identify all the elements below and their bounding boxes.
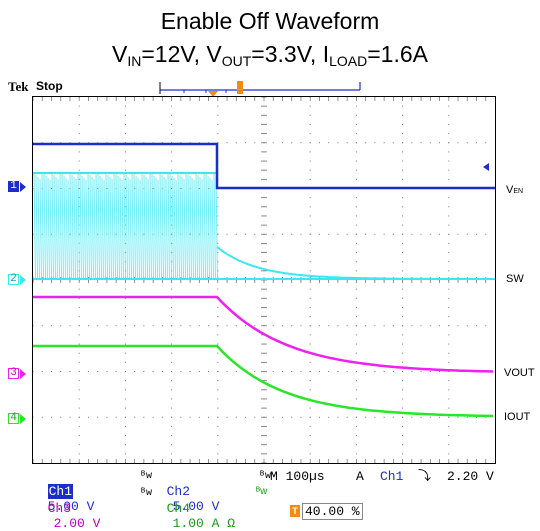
ch2-ground-marker[interactable]: 2 [8, 274, 19, 285]
trigger-source[interactable]: Ch1 [380, 469, 404, 484]
sw-label: SW [506, 273, 524, 285]
ch2-status: Ch2 5.00 V [151, 469, 220, 514]
vin-label: V [112, 41, 128, 67]
trigger-mode: A [356, 469, 364, 484]
vout-label: VOUT [504, 367, 535, 379]
ch1-scale: 5.00 V [47, 499, 95, 514]
ch3-bw-icon: ᴮw [140, 488, 153, 499]
vin-value: =12V, [141, 41, 207, 67]
ch1-level-arrow-icon [483, 163, 489, 171]
ven-label-sub: EN [513, 188, 524, 195]
ch1-status-label[interactable]: Ch1 [47, 484, 74, 499]
vout-label: V [206, 41, 222, 67]
trigger-level: 2.20 V [447, 469, 494, 484]
trigger-slope-icon: ⤵ [418, 469, 432, 484]
conditions-subtitle: VIN=12V, VOUT=3.3V, ILOAD=1.6A [0, 41, 540, 74]
ch4-bw-icon: ᴮw [256, 486, 268, 497]
ven-label-main: V [506, 184, 514, 196]
trigger-position-icon: T [290, 505, 300, 517]
iload-sub: LOAD [329, 53, 368, 69]
ch2-scale: 5.00 V [172, 499, 220, 514]
ch4-ground-marker[interactable]: 4 [8, 413, 19, 424]
ch4-status-label[interactable]: Ch4 [166, 501, 191, 516]
ch3-ground-marker[interactable]: 3 [8, 368, 19, 379]
vout-trace [33, 295, 494, 373]
iout-label: IOUT [504, 411, 531, 423]
ch2-marker-label: 2 [10, 273, 17, 285]
vout-sub: OUT [221, 53, 252, 69]
ch3-marker-label: 3 [10, 367, 17, 379]
ch2-bw-icon: ᴮw [259, 471, 272, 482]
page-title: Enable Off Waveform [160, 8, 380, 34]
ch1-ground-marker[interactable]: 1 [8, 181, 19, 192]
run-state: Stop [36, 79, 63, 93]
tek-logo: Tek [8, 79, 29, 94]
record-position-bar[interactable] [150, 78, 370, 98]
ven-trace [33, 142, 495, 190]
status-row-2: Ch3 2.00 V [32, 486, 101, 531]
ch2-status-label[interactable]: Ch2 [166, 484, 191, 499]
sw-trace [216, 246, 493, 280]
ch3-status-label[interactable]: Ch3 [47, 501, 72, 516]
ch1-bw-icon: ᴮw [140, 471, 153, 482]
vout-value: =3.3V, [251, 41, 323, 67]
iload-value: =1.6A [367, 41, 428, 67]
ch4-marker-label: 4 [10, 412, 17, 424]
ch1-pointer-icon [20, 182, 26, 192]
ch3-pointer-icon [20, 369, 26, 379]
trigger-position[interactable]: 40.00 % [302, 503, 363, 520]
timebase[interactable]: M 100µs [270, 469, 325, 484]
iout-trace [33, 344, 494, 418]
ch2-pointer-icon [20, 275, 26, 285]
vin-sub: IN [127, 53, 142, 69]
ven-label: VEN [506, 184, 523, 196]
waveforms [33, 142, 495, 418]
ch3-scale: 2.00 V [53, 516, 101, 531]
sw-switching-burst [33, 171, 495, 280]
ch1-marker-label: 1 [10, 180, 17, 192]
ch4-pointer-icon [20, 414, 26, 424]
ch4-scale: 1.00 A Ω [172, 516, 236, 531]
iload-label: I [322, 41, 330, 67]
status-row-1: Ch1 5.00 V [32, 469, 94, 514]
ch4-status: Ch4 1.00 A Ω [151, 486, 235, 531]
